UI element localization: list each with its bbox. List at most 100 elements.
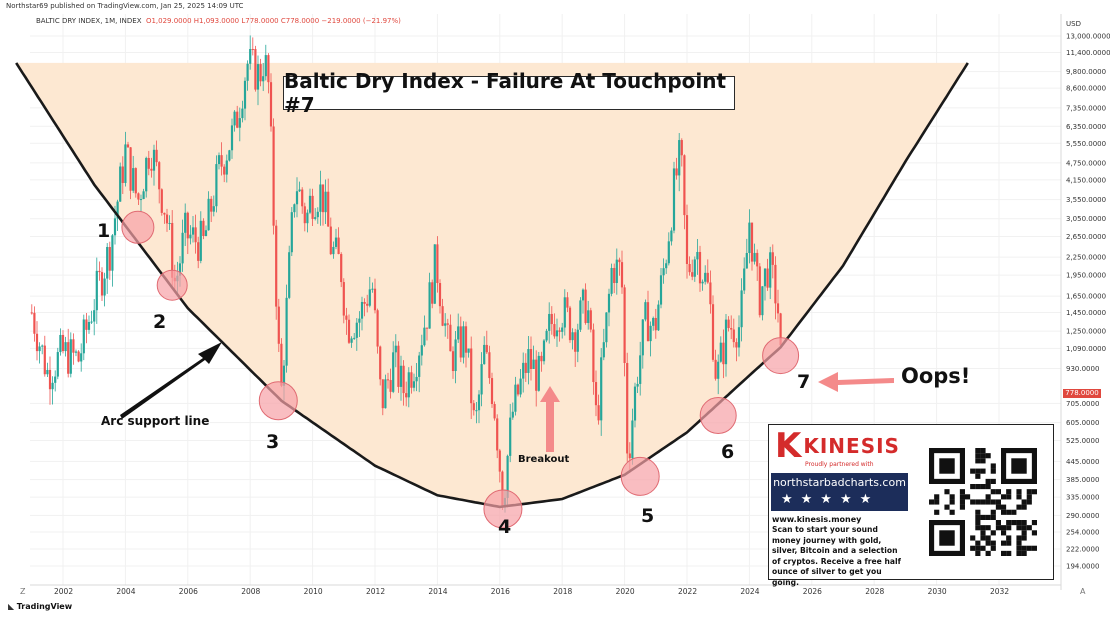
candle-body (366, 303, 369, 306)
qr-module (1006, 489, 1012, 495)
candle-body (145, 157, 148, 192)
qr-module (929, 499, 935, 505)
candle-body (667, 241, 670, 264)
candle-body (254, 49, 257, 90)
candle-body (95, 270, 98, 311)
qr-module (985, 525, 991, 531)
candle-body (477, 394, 481, 411)
qr-module (995, 525, 1001, 531)
candle-body (488, 352, 491, 379)
candle-body (535, 359, 538, 391)
y-tick-label: 11,400.0000 (1066, 49, 1110, 57)
candle-body (433, 244, 436, 304)
candle-body (594, 382, 598, 406)
y-tick-label: 930.0000 (1066, 365, 1099, 373)
y-tick-label: 705.0000 (1066, 400, 1099, 408)
candle-body (373, 288, 377, 311)
candle-body (72, 339, 75, 353)
qr-module (980, 535, 986, 541)
candle-body (584, 289, 587, 323)
qr-module (949, 499, 955, 505)
y-tick-label: 2,650.0000 (1066, 233, 1106, 241)
candle-body (116, 201, 119, 219)
qr-module (1031, 530, 1037, 536)
candle-body (561, 327, 564, 332)
qr-module (1006, 550, 1012, 556)
candle-body (340, 254, 343, 283)
y-tick-label: 385.0000 (1066, 476, 1099, 484)
qr-module (1001, 525, 1007, 531)
qr-module (1016, 545, 1022, 551)
candle-body (769, 252, 772, 288)
x-tick-label: 2030 (928, 587, 947, 596)
candle-body (246, 63, 249, 81)
candle-body (332, 246, 335, 255)
candle-body (111, 235, 114, 271)
candle-body (675, 168, 678, 176)
qr-module (1001, 494, 1007, 500)
candle-body (98, 270, 101, 273)
candle-body (420, 345, 423, 356)
candle-body (763, 268, 767, 287)
candle-body (355, 322, 358, 338)
site-banner[interactable]: northstarbadcharts.com ★★★★★ (771, 473, 908, 511)
qr-module (934, 499, 940, 505)
candle-body (150, 168, 153, 171)
qr-module (1021, 504, 1027, 510)
candle-body (77, 351, 80, 362)
candle-body (275, 225, 278, 307)
candle-body (438, 283, 442, 307)
ad-website[interactable]: www.kinesis.money (772, 515, 862, 524)
candle-body (579, 300, 582, 330)
qr-module (975, 545, 981, 551)
publisher-line: Northstar69 published on TradingView.com… (6, 2, 244, 10)
qr-module (980, 530, 986, 536)
candle-body (485, 344, 488, 353)
candle-body (516, 384, 520, 395)
candle-body (483, 344, 486, 365)
candle-body (41, 345, 44, 347)
x-tick-label: 2004 (116, 587, 135, 596)
candle-body (425, 327, 429, 329)
qr-module (1006, 540, 1012, 546)
candle-body (740, 290, 743, 328)
candle-body (470, 348, 473, 404)
qr-module (1001, 530, 1007, 536)
candle-body (480, 364, 483, 395)
qr-module (990, 463, 996, 469)
qr-module (995, 499, 1001, 505)
candle-body (631, 420, 634, 459)
qr-code-icon[interactable] (929, 447, 1037, 557)
candle-body (540, 355, 543, 362)
candle-body (168, 222, 171, 224)
candle-body (457, 326, 460, 340)
qr-module (970, 535, 976, 541)
touchpoint-label-2: 2 (153, 311, 167, 333)
candle-body (449, 324, 452, 352)
candle-body (613, 267, 616, 284)
y-tick-label: 7,350.0000 (1066, 104, 1106, 112)
qr-module (1016, 504, 1022, 510)
candle-body (402, 365, 405, 394)
qr-module (990, 478, 996, 484)
candles (30, 35, 782, 513)
x-tick-label: 2018 (553, 587, 572, 596)
candle-body (748, 222, 751, 253)
candle-body (35, 333, 39, 352)
candle-body (241, 108, 244, 119)
last-price-tag: 778.0000 (1063, 389, 1101, 398)
candle-body (225, 160, 228, 175)
qr-module (1021, 499, 1027, 505)
candle-body (506, 455, 509, 498)
candle-body (230, 125, 234, 151)
candle-body (93, 310, 96, 322)
candle-body (724, 319, 728, 365)
x-tick-label: 2014 (428, 587, 447, 596)
candle-body (233, 111, 236, 126)
kinesis-ad[interactable]: K KINESIS Proudly partnered with northst… (768, 424, 1054, 587)
candle-body (238, 118, 241, 128)
qr-module (980, 525, 986, 531)
qr-module (975, 453, 981, 459)
qr-module (1016, 535, 1022, 541)
qr-finder-core (939, 458, 955, 474)
